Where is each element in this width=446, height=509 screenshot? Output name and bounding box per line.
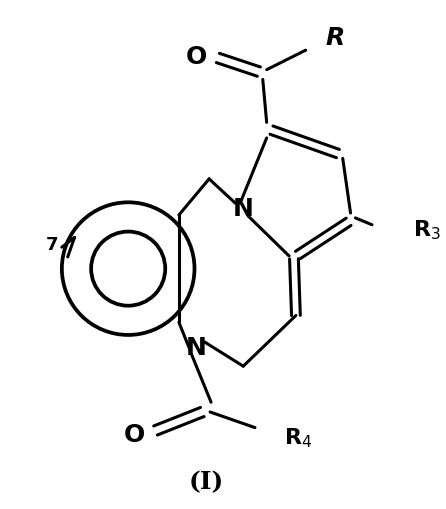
Text: 7: 7 <box>46 236 58 254</box>
Text: N: N <box>186 335 207 359</box>
Text: O: O <box>186 45 207 69</box>
Text: R$_4$: R$_4$ <box>284 426 313 449</box>
Text: R$_3$: R$_3$ <box>413 218 441 242</box>
Text: O: O <box>124 422 145 446</box>
Text: R: R <box>325 26 345 50</box>
Text: (I): (I) <box>189 469 224 493</box>
Text: N: N <box>233 197 254 221</box>
